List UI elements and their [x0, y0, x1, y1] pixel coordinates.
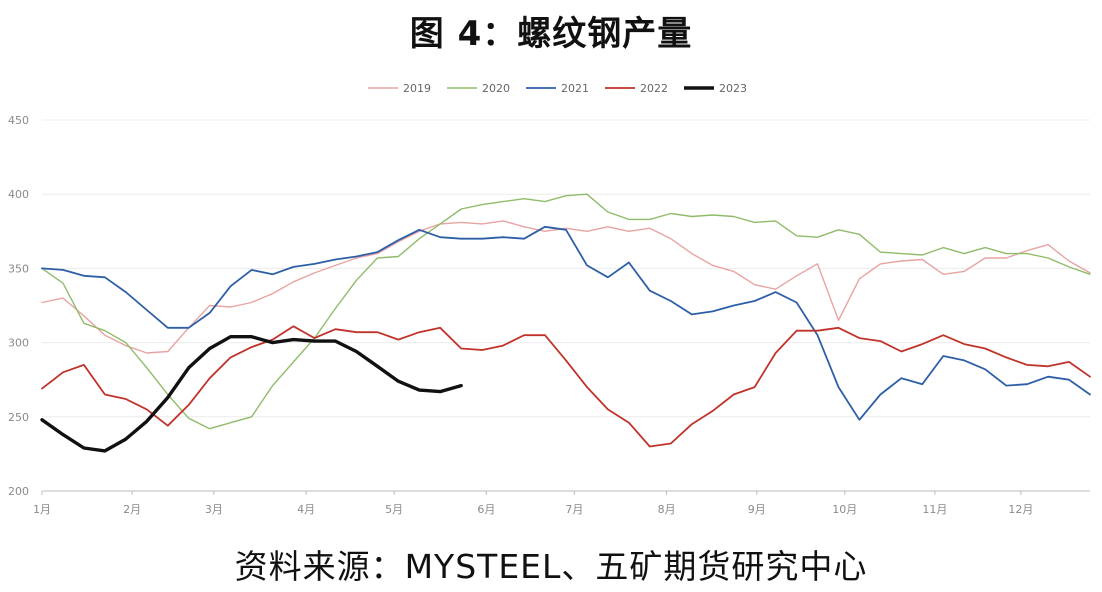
series-line-2020 [41, 193, 1091, 430]
x-tick-label: 8月 [658, 503, 676, 516]
x-tick-label: 1月 [33, 503, 51, 516]
x-tick-label: 12月 [1008, 503, 1033, 516]
y-tick-label: 200 [8, 485, 29, 498]
x-tick-label: 2月 [123, 503, 141, 516]
series-line-2019 [41, 220, 1091, 354]
x-tick-label: 3月 [205, 503, 223, 516]
legend-label-2021: 2021 [561, 82, 589, 95]
x-tick-label: 5月 [385, 503, 403, 516]
legend-label-2019: 2019 [403, 82, 431, 95]
series-line-2023 [40, 335, 463, 453]
x-tick-label: 9月 [748, 503, 766, 516]
source-note: 资料来源：MYSTEEL、五矿期货研究中心 [234, 547, 868, 586]
legend: 2019 2020 2021 2022 2023 [368, 82, 747, 95]
y-tick-label: 450 [8, 114, 29, 127]
legend-label-2022: 2022 [640, 82, 668, 95]
series-line-2021 [41, 225, 1091, 421]
x-tick-label: 10月 [832, 503, 857, 516]
legend-label-2023: 2023 [719, 82, 747, 95]
series-line-2022 [41, 325, 1091, 448]
y-tick-label: 250 [8, 411, 29, 424]
axes: 200 250 300 350 400 450 1月 2月 3月 4月 5月 6月 7月 8月 9月 10月 1… [8, 114, 1033, 516]
chart-title: 图 4：螺纹钢产量 [409, 14, 693, 54]
x-tick-label: 11月 [922, 503, 947, 516]
gridlines [42, 119, 1090, 492]
x-tick-label: 6月 [477, 503, 495, 516]
y-tick-label: 350 [8, 262, 29, 275]
x-tick-label: 7月 [565, 503, 583, 516]
y-tick-label: 300 [8, 337, 29, 350]
x-tick-label: 4月 [297, 503, 315, 516]
legend-label-2020: 2020 [482, 82, 510, 95]
series-lines [40, 193, 1091, 453]
y-tick-label: 400 [8, 188, 29, 201]
